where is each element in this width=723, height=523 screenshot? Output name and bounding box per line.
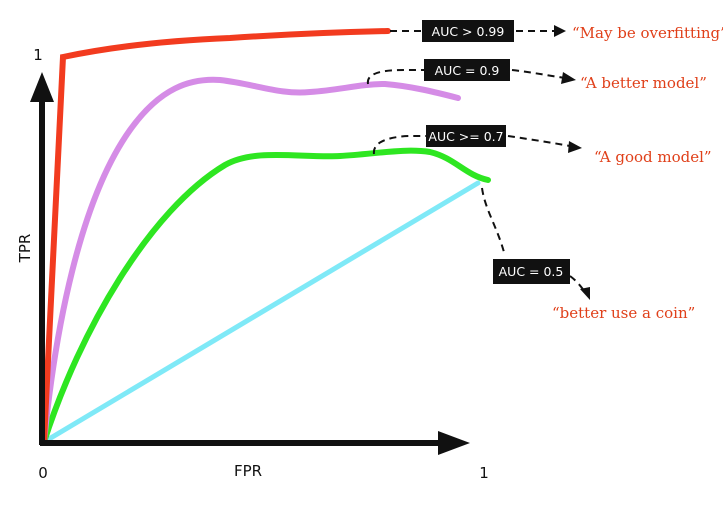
y-axis-label: TPR	[16, 234, 34, 264]
good-auc-badge	[426, 125, 506, 147]
x-axis-label: FPR	[234, 462, 262, 480]
overfitting-curve	[41, 28, 391, 445]
random-note: “better use a coin”	[552, 304, 695, 322]
better-note-arrowhead	[561, 72, 576, 84]
better-model-curve	[41, 76, 461, 445]
better-connector	[366, 69, 424, 85]
y-max-tick-label: 1	[33, 46, 43, 64]
overfit-note: “May be overfitting”	[572, 24, 723, 42]
random-classifier-curve	[41, 180, 481, 445]
good-note-arrowhead	[568, 141, 582, 153]
good-connector	[372, 135, 426, 155]
good-note: “A good model”	[594, 148, 712, 166]
good-note-arrow	[507, 135, 571, 147]
y-axis-arrowhead	[30, 72, 54, 102]
better-note: “A better model”	[580, 74, 707, 92]
random-auc-label: AUC = 0.5	[499, 264, 564, 279]
random-auc-badge	[493, 259, 570, 284]
overfit-auc-badge	[422, 20, 514, 42]
overfit-auc-label: AUC > 0.99	[432, 24, 505, 39]
random-note-arrow	[569, 275, 586, 293]
x-axis-arrowhead	[438, 431, 470, 455]
better-note-arrow	[511, 69, 566, 79]
x-max-tick-label: 1	[479, 464, 489, 482]
better-auc-badge	[424, 59, 510, 81]
good-model-curve	[41, 147, 491, 445]
overfit-note-arrowhead	[554, 25, 566, 37]
better-auc-label: AUC = 0.9	[435, 63, 500, 78]
origin-tick-label: 0	[38, 464, 48, 482]
random-note-arrowhead	[580, 287, 590, 300]
random-connector	[481, 187, 506, 257]
good-auc-label: AUC >= 0.7	[428, 129, 503, 144]
